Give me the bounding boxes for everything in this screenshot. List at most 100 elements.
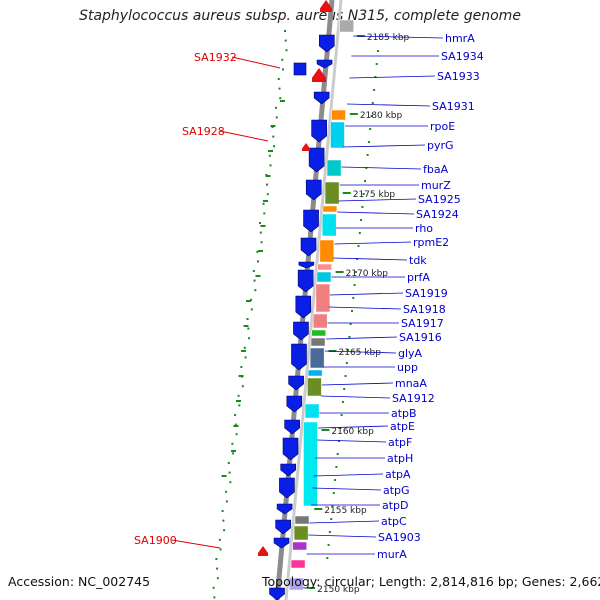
highlight-gene-label: SA1932	[194, 51, 237, 64]
gene-label: upp	[397, 361, 418, 374]
dot-mark	[268, 154, 271, 157]
dot-mark	[354, 271, 357, 273]
dot-mark	[364, 180, 366, 182]
dot-mark	[348, 336, 351, 338]
dot-mark	[275, 116, 278, 119]
dot-mark	[344, 375, 347, 377]
dot-mark	[238, 375, 244, 377]
gene-arrow-red	[312, 68, 326, 82]
gene-connector	[333, 257, 408, 261]
dot-mark	[252, 270, 255, 272]
left-gene-labels: SA1932 SA1928 SA1900	[134, 51, 281, 549]
feature-block	[326, 159, 342, 177]
dot-mark	[259, 222, 262, 224]
gene-arrow	[305, 179, 322, 201]
dot-mark	[212, 586, 215, 589]
dot-mark	[377, 50, 379, 52]
dot-mark	[335, 466, 338, 468]
dot-mark	[349, 323, 352, 325]
gene-label: rpoE	[430, 120, 455, 133]
gene-label: pyrG	[427, 139, 454, 152]
dot-mark	[272, 135, 275, 138]
gene-arrow	[284, 419, 300, 435]
gene-arrow	[269, 587, 285, 600]
dot-mark	[257, 260, 260, 263]
topology-text: Topology: circular; Length: 2,814,816 bp…	[262, 574, 600, 589]
kbp-label: 2170 kbp	[346, 269, 389, 279]
dot-mark	[221, 510, 224, 512]
gene-connector	[316, 439, 387, 443]
gene-arrow	[288, 375, 304, 391]
dot-mark	[373, 89, 376, 91]
feature-block	[312, 313, 328, 329]
gene-label: SA1916	[399, 331, 442, 344]
feature-block	[310, 337, 326, 347]
feature-block	[319, 239, 335, 263]
dot-mark	[227, 462, 230, 464]
gene-connector	[329, 292, 404, 296]
kbp-scale: 2185 kbp 2180 kbp 2175 kbp 2170 kbp 2165 kbp…	[307, 33, 410, 595]
feature-block	[315, 283, 331, 313]
gene-connector	[347, 103, 431, 107]
dot-mark	[223, 529, 226, 532]
right-gene-labels: hmrASA1934SA1933SA1931rpoEpyrGfbaAmurZSA…	[306, 32, 484, 561]
gene-connector	[349, 75, 436, 79]
gene-arrow	[293, 321, 309, 341]
gene-connector	[320, 395, 391, 399]
gene-label: SA1918	[403, 303, 446, 316]
gene-label: rho	[415, 222, 433, 235]
gene-arrow	[291, 343, 307, 371]
dot-mark	[266, 183, 269, 186]
gene-connector	[338, 198, 417, 202]
dot-mark	[235, 433, 238, 436]
dot-mark	[367, 141, 370, 143]
dot-mark	[275, 106, 278, 109]
dot-mark	[263, 212, 266, 215]
dot-mark	[361, 206, 364, 208]
dot-mark	[332, 492, 335, 494]
gene-arrow-red	[320, 0, 332, 12]
feature-block	[321, 213, 337, 237]
dot-mark	[371, 102, 374, 104]
gene-connector	[353, 35, 444, 39]
gene-label: atpH	[387, 452, 413, 465]
dot-mark	[281, 58, 284, 61]
gene-arrow	[311, 119, 327, 143]
dot-mark	[341, 401, 344, 403]
feature-block	[309, 347, 325, 369]
dot-mark	[268, 150, 273, 152]
gene-label: fbaA	[423, 163, 449, 176]
dot-mark	[258, 250, 263, 252]
dot-mark	[326, 557, 329, 559]
dot-mark	[259, 231, 262, 234]
dot-mark	[221, 475, 227, 477]
dot-mark	[219, 548, 222, 551]
feature-block	[290, 559, 306, 569]
gene-arrow	[308, 147, 325, 173]
gene-label: SA1924	[416, 208, 459, 221]
feature-block	[289, 577, 304, 591]
dot-mark	[241, 385, 244, 388]
dot-mark	[265, 175, 271, 177]
dot-mark	[243, 325, 249, 327]
gene-arrow-red	[258, 546, 268, 556]
feature-block	[331, 109, 346, 121]
gene-connector	[334, 241, 412, 245]
dot-mark	[250, 308, 253, 311]
accession-text: Accession: NC_002745	[8, 574, 151, 589]
dot-mark	[250, 298, 253, 301]
feature-block	[316, 271, 332, 283]
feature-block	[317, 263, 332, 271]
dot-mark	[370, 115, 373, 117]
gene-arrow	[280, 463, 296, 477]
kbp-label: 2185 kbp	[367, 33, 410, 43]
dot-mark	[253, 279, 256, 282]
gene-label: SA1912	[392, 392, 435, 405]
gene-connector	[321, 382, 394, 386]
highlight-gene-label: SA1900	[134, 534, 177, 547]
gene-label: hmrA	[445, 32, 475, 45]
dot-mark	[241, 350, 246, 352]
gene-arrow	[295, 295, 312, 319]
dot-mark	[256, 250, 259, 253]
